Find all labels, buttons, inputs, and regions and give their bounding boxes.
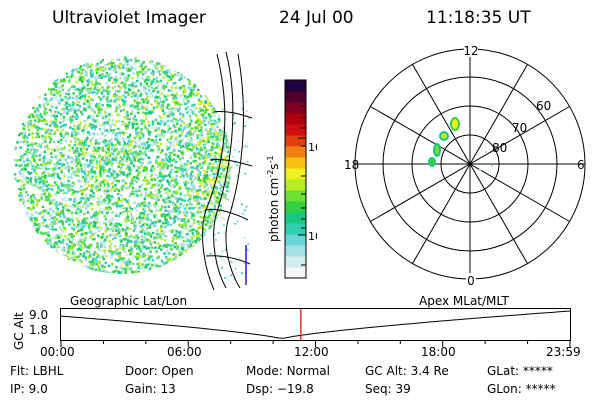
time-tick-0000: 00:00 [40, 345, 75, 359]
earth-emission-disc [13, 56, 231, 274]
gc-alt-max-label: 9.0 [29, 308, 49, 322]
date-label: 24 Jul 00 [279, 8, 354, 28]
info-gc-alt: GC Alt: 3.4 Re [365, 364, 449, 378]
gc-alt-min-label: 1.8 [29, 323, 49, 337]
apex-title: Apex MLat/MLT [419, 294, 509, 308]
altitude-curve [60, 310, 571, 339]
mlt-label-18: 18 [344, 158, 359, 172]
time-tick-0600: 06:00 [167, 345, 202, 359]
info-seq: Seq: 39 [365, 382, 411, 396]
colorbar-gradient [285, 80, 306, 279]
gc-alt-axis-label: GC Alt [12, 312, 26, 350]
polar-plot: 12 18 6 0 60 70 80 [344, 44, 586, 288]
colorbar-tick-10: 10 [308, 230, 317, 243]
mlt-label-12: 12 [463, 44, 478, 58]
info-glon: GLon: ***** [487, 382, 556, 396]
colorbar-tick-marks [298, 105, 306, 266]
info-door: Door: Open [125, 364, 194, 378]
colorbar: 100 10 photon cm-2s-1 [266, 79, 317, 279]
colorbar-unit-label: photon cm-2s-1 [266, 155, 281, 242]
altitude-timeline [60, 308, 571, 347]
time-label: 11:18:35 UT [426, 8, 531, 28]
polar-aurora-points [428, 117, 493, 172]
mlt-label-0: 0 [467, 274, 475, 288]
polar-spokes [355, 49, 585, 279]
info-mode: Mode: Normal [246, 364, 330, 378]
geographic-grid-lines [201, 51, 253, 290]
time-tick-1200: 12:00 [294, 345, 329, 359]
info-gain: Gain: 13 [125, 382, 176, 396]
colorbar-tick-100: 100 [308, 141, 317, 154]
timeline-frame [60, 308, 571, 341]
time-tick-2359: 23:59 [546, 345, 581, 359]
info-flt: Flt: LBHL [10, 364, 64, 378]
earth-scatter-points [208, 100, 250, 281]
info-dsp: Dsp: −19.8 [246, 382, 314, 396]
lat-label-70: 70 [512, 121, 527, 135]
instrument-title: Ultraviolet Imager [52, 8, 206, 28]
geographic-title: Geographic Lat/Lon [70, 294, 188, 308]
info-ip: IP: 9.0 [10, 382, 48, 396]
mlt-label-6: 6 [577, 158, 585, 172]
info-glat: GLat: ***** [487, 364, 553, 378]
lat-label-60: 60 [536, 99, 551, 113]
time-tick-1800: 18:00 [421, 345, 456, 359]
earth-image [13, 51, 253, 290]
colorbar-frame [284, 79, 307, 279]
lat-label-80: 80 [492, 141, 507, 155]
timeline-ticks [60, 341, 571, 347]
